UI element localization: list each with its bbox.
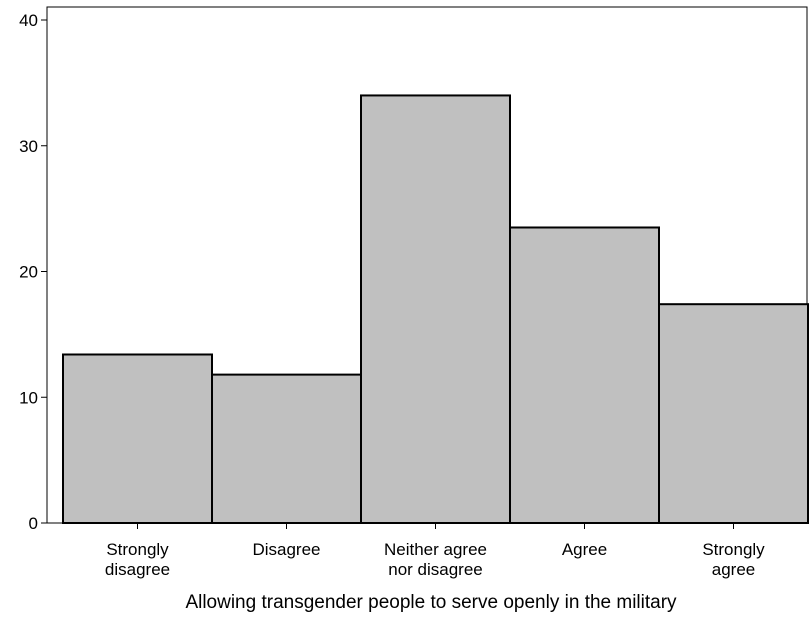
x-category-label-1: Disagree: [252, 540, 320, 559]
x-category-label-4: Strongly agree: [702, 540, 765, 579]
bar-3: [509, 226, 660, 525]
x-category-label-0: Strongly disagree: [105, 540, 170, 579]
bar-2: [360, 94, 511, 524]
y-tick-label-3: 30: [19, 137, 38, 156]
y-tick-label-1: 10: [19, 388, 38, 407]
x-category-label-3: Agree: [562, 540, 607, 559]
bars-group: [62, 94, 809, 525]
x-axis: Strongly disagree Disagree Neither agree nor…: [105, 523, 765, 579]
bar-1: [211, 373, 362, 524]
x-category-label-2: Neither agree nor disagree: [384, 540, 487, 579]
x-axis-label: Allowing transgender people to serve ope…: [185, 592, 677, 613]
y-tick-label-4: 40: [19, 11, 38, 30]
y-tick-label-2: 20: [19, 263, 38, 282]
bar-0: [62, 353, 213, 524]
y-tick-label-0: 0: [29, 514, 38, 533]
bar-4: [658, 303, 809, 524]
y-axis: 0 10 20 30 40: [19, 11, 47, 533]
